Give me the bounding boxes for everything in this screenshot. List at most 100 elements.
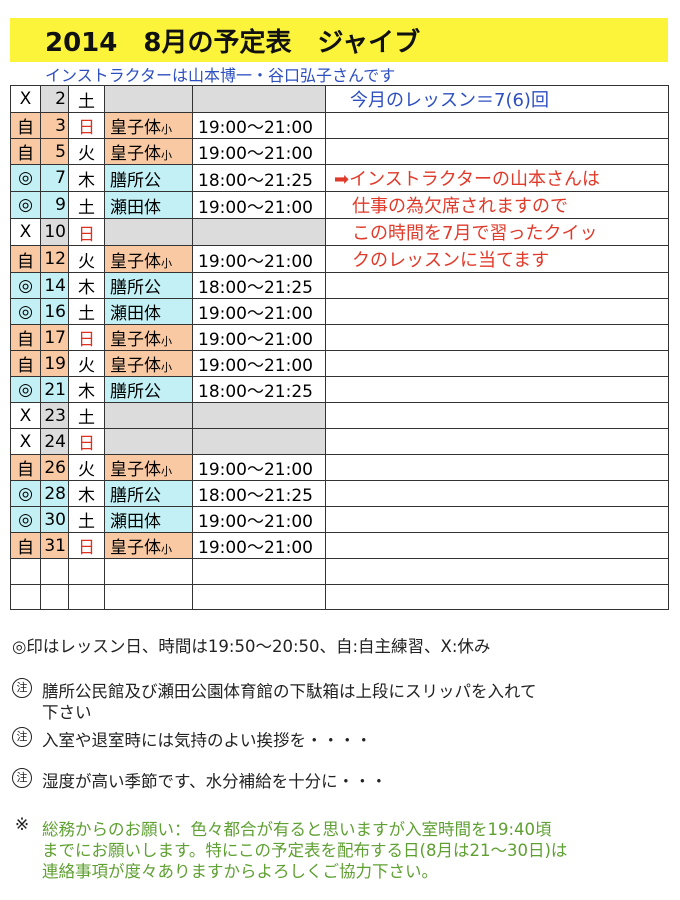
- footnote-line: 総務からのお願い：色々都合が有ると思いますが入室時間を19:40頃: [42, 820, 552, 839]
- schedule-row: 自 26 火皇子体小 19:00～21:00: [10, 454, 669, 481]
- mark-cell: 自: [10, 532, 41, 559]
- weekday-cell-text: 土: [78, 197, 95, 218]
- day-cell-text: 31: [44, 535, 66, 556]
- mark-cell: ◎: [10, 480, 41, 507]
- day-cell: 19: [40, 350, 69, 377]
- note-cell: [325, 112, 669, 139]
- note-cell: この時間を7月で習ったクイッ: [325, 218, 669, 246]
- mark-cell-text: X: [19, 222, 32, 242]
- mark-cell: X: [10, 428, 41, 455]
- day-cell-text: 17: [44, 327, 66, 348]
- weekday-cell: 火: [68, 454, 105, 481]
- day-cell: 14: [40, 272, 69, 299]
- day-cell-text: 24: [44, 431, 66, 452]
- schedule-row: 自 3 日皇子体小 19:00～21:00: [10, 112, 669, 139]
- weekday-cell: 土: [68, 402, 105, 429]
- mark-cell: 自: [10, 138, 41, 165]
- note-cell: [325, 532, 669, 559]
- day-cell: 10: [40, 218, 69, 246]
- venue-cell: 皇子体小: [104, 245, 193, 273]
- weekday-cell: 火: [68, 138, 105, 165]
- weekday-cell: 土: [68, 506, 105, 533]
- subtitle: インストラクターは山本博一・谷口弘子さんです: [45, 66, 396, 85]
- mark-cell: ◎: [10, 164, 41, 192]
- weekday-cell: 木: [68, 376, 105, 403]
- weekday-cell: 木: [68, 164, 105, 192]
- footnote-line: 湿度が高い季節です、水分補給を十分に・・・: [42, 772, 388, 791]
- weekday-cell-text: 日: [78, 224, 95, 245]
- time-cell-text: 19:00～21:00: [198, 460, 313, 480]
- note-cell: [325, 480, 669, 507]
- time-cell-text: 18:00～21:25: [198, 170, 313, 191]
- note-cell: [325, 583, 669, 610]
- venue-cell: [104, 85, 193, 113]
- mark-cell-text: 自: [17, 118, 34, 138]
- day-cell: 3: [40, 112, 69, 139]
- venue-cell: 膳所公: [104, 376, 193, 403]
- time-cell-text: 19:00～21:00: [198, 144, 313, 164]
- weekday-cell: 日: [68, 218, 105, 246]
- mark-cell: ◎: [10, 506, 41, 533]
- weekday-cell-text: 日: [78, 330, 95, 350]
- day-cell: 7: [40, 164, 69, 192]
- weekday-cell: 火: [68, 245, 105, 273]
- time-cell-text: 19:00～21:00: [198, 330, 313, 350]
- day-cell-text: 10: [44, 222, 66, 242]
- day-cell: [40, 558, 69, 585]
- note-cell: [325, 138, 669, 165]
- mark-cell: 自: [10, 112, 41, 139]
- day-cell-text: 19: [44, 353, 66, 374]
- footnote-line: 入室や退室時には気持のよい挨拶を・・・・: [42, 731, 372, 750]
- day-cell-text: 14: [44, 275, 66, 296]
- time-cell-text: 18:00～21:25: [198, 486, 313, 506]
- note-cell: [325, 506, 669, 533]
- time-cell: 19:00～21:00: [192, 191, 326, 219]
- weekday-cell: 土: [68, 85, 105, 113]
- time-cell: [192, 558, 326, 585]
- weekday-cell: 土: [68, 298, 105, 325]
- footnote-line: 膳所公民館及び瀬田公園体育館の下駄箱は上段にスリッパを入れて: [42, 682, 537, 701]
- footnote-marker: ※: [14, 815, 30, 835]
- venue-cell-text: 皇子体: [110, 460, 161, 480]
- mark-cell: 自: [10, 324, 41, 351]
- venue-cell-text: 皇子体: [110, 356, 161, 376]
- day-cell-text: 28: [44, 483, 66, 504]
- schedule-row: ◎ 30 土瀬田体 19:00～21:00: [10, 506, 669, 533]
- day-cell: 30: [40, 506, 69, 533]
- time-cell: 18:00～21:25: [192, 164, 326, 192]
- time-cell-text: 19:00～21:00: [198, 304, 313, 324]
- venue-cell: 瀬田体: [104, 191, 193, 219]
- weekday-cell: 火: [68, 350, 105, 377]
- weekday-cell: 日: [68, 532, 105, 559]
- day-cell: 2: [40, 85, 69, 113]
- weekday-cell: 日: [68, 112, 105, 139]
- weekday-cell-text: 木: [78, 170, 95, 191]
- title-bar: [10, 18, 668, 62]
- time-cell-text: 19:00～21:00: [198, 197, 313, 218]
- time-cell: 19:00～21:00: [192, 350, 326, 377]
- venue-cell: [104, 428, 193, 455]
- time-cell: [192, 428, 326, 455]
- day-cell-text: 9: [55, 195, 66, 215]
- day-cell: 28: [40, 480, 69, 507]
- venue-cell: [104, 218, 193, 246]
- venue-cell-text: 膳所公: [110, 278, 161, 298]
- venue-cell: [104, 558, 193, 585]
- weekday-cell: 木: [68, 272, 105, 299]
- venue-cell: [104, 402, 193, 429]
- time-cell: 18:00～21:25: [192, 480, 326, 507]
- mark-cell: 自: [10, 350, 41, 377]
- venue-cell-text: 膳所公: [110, 170, 161, 191]
- note-cell-text: クのレッスンに当てます: [334, 250, 550, 271]
- venue-suffix: 小: [161, 335, 172, 348]
- schedule-row: ◎ 9 土瀬田体 19:00～21:00 仕事の為欠席されますので: [10, 191, 669, 219]
- mark-cell-text: ◎: [18, 195, 33, 215]
- venue-suffix: 小: [161, 361, 172, 374]
- schedule-table: X 2 土今月のレッスン＝7(6)回自 3 日皇子体小 19:00～21:00 自 5 火皇子体…: [10, 85, 669, 610]
- mark-cell: [10, 583, 41, 610]
- day-cell: 16: [40, 298, 69, 325]
- schedule-row: 自 12 火皇子体小 19:00～21:00 クのレッスンに当てます: [10, 245, 669, 273]
- time-cell: 19:00～21:00: [192, 324, 326, 351]
- note-cell: [325, 298, 669, 325]
- mark-cell: ◎: [10, 376, 41, 403]
